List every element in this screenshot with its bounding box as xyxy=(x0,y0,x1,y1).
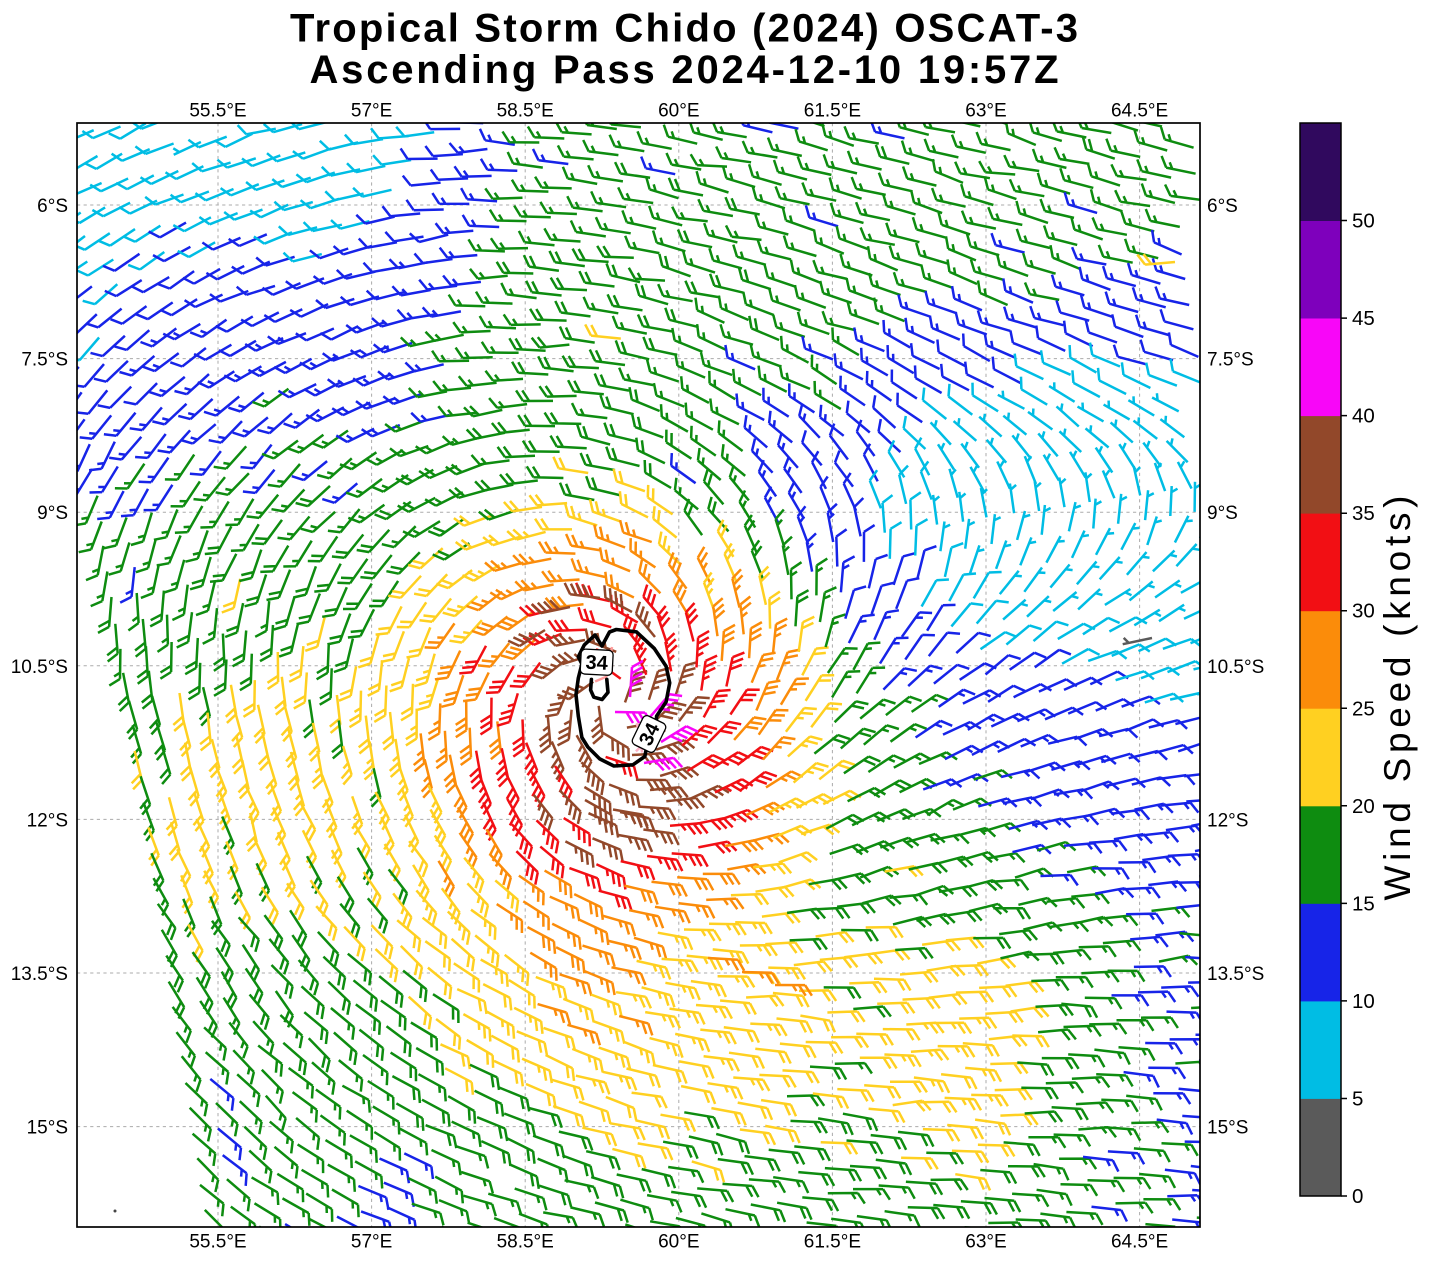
svg-text:58.5°E: 58.5°E xyxy=(497,101,554,122)
svg-text:13.5°S: 13.5°S xyxy=(11,964,68,985)
svg-text:55.5°E: 55.5°E xyxy=(189,101,246,122)
svg-text:10.5°S: 10.5°S xyxy=(1207,657,1264,678)
svg-text:20: 20 xyxy=(1352,795,1375,818)
svg-text:61.5°E: 61.5°E xyxy=(804,1232,861,1253)
svg-text:25: 25 xyxy=(1352,697,1375,720)
svg-text:9°S: 9°S xyxy=(1207,503,1238,524)
svg-text:7.5°S: 7.5°S xyxy=(1207,350,1254,371)
svg-text:Wind Speed (knots): Wind Speed (knots) xyxy=(1377,496,1418,901)
svg-text:12°S: 12°S xyxy=(1207,810,1248,831)
svg-text:55.5°E: 55.5°E xyxy=(189,1232,246,1253)
svg-text:0: 0 xyxy=(1352,1185,1363,1208)
svg-text:30: 30 xyxy=(1352,600,1375,623)
svg-text:6°S: 6°S xyxy=(1207,196,1238,217)
svg-text:50: 50 xyxy=(1352,210,1375,233)
svg-text:5: 5 xyxy=(1352,1088,1363,1111)
svg-text:60°E: 60°E xyxy=(658,101,699,122)
svg-text:10: 10 xyxy=(1352,990,1375,1013)
svg-text:10.5°S: 10.5°S xyxy=(11,657,68,678)
svg-text:40: 40 xyxy=(1352,405,1375,428)
svg-text:Ascending Pass 2024-12-10 19:5: Ascending Pass 2024-12-10 19:57Z xyxy=(310,48,1059,92)
svg-text:64.5°E: 64.5°E xyxy=(1111,101,1168,122)
svg-text:60°E: 60°E xyxy=(658,1232,699,1253)
svg-text:63°E: 63°E xyxy=(965,101,1006,122)
svg-text:15°S: 15°S xyxy=(27,1118,68,1139)
svg-text:12°S: 12°S xyxy=(27,810,68,831)
svg-text:7.5°S: 7.5°S xyxy=(21,350,68,371)
svg-text:34: 34 xyxy=(585,652,609,675)
svg-text:9°S: 9°S xyxy=(37,503,68,524)
svg-text:64.5°E: 64.5°E xyxy=(1111,1232,1168,1253)
svg-text:61.5°E: 61.5°E xyxy=(804,101,861,122)
svg-text:63°E: 63°E xyxy=(965,1232,1006,1253)
svg-text:13.5°S: 13.5°S xyxy=(1207,964,1264,985)
svg-text:58.5°E: 58.5°E xyxy=(497,1232,554,1253)
svg-text:35: 35 xyxy=(1352,502,1375,525)
svg-text:45: 45 xyxy=(1352,307,1375,330)
svg-text:57°E: 57°E xyxy=(351,1232,392,1253)
svg-text:15°S: 15°S xyxy=(1207,1118,1248,1139)
svg-text:57°E: 57°E xyxy=(351,101,392,122)
svg-text:15: 15 xyxy=(1352,892,1375,915)
svg-text:6°S: 6°S xyxy=(37,196,68,217)
